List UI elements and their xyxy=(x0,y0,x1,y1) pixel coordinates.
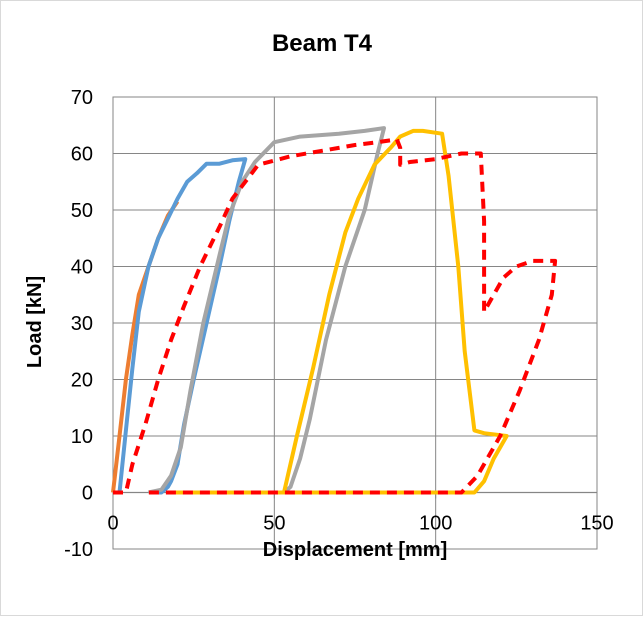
series-group xyxy=(111,126,558,495)
y-tick-label: 70 xyxy=(71,87,93,109)
chart-title: Beam T4 xyxy=(272,30,373,57)
y-tick-label: 10 xyxy=(71,426,93,448)
y-tick-label: 20 xyxy=(71,370,93,392)
x-axis-title: Displacement [mm] xyxy=(263,539,448,561)
x-tick-label: 0 xyxy=(107,513,118,535)
y-tick-label: 40 xyxy=(71,257,93,279)
y-tick-labels: -10 0 10 20 30 40 50 60 70 xyxy=(64,87,93,561)
series-line-3 xyxy=(148,126,386,495)
x-tick-labels: 0 50 100 150 xyxy=(107,513,613,535)
plot-area-border xyxy=(112,96,598,550)
x-tick-label: 100 xyxy=(419,513,452,535)
series-line-4 xyxy=(171,128,509,495)
y-axis-title: Load [kN] xyxy=(24,276,46,368)
y-tick-label: 60 xyxy=(71,144,93,166)
x-tick-label: 150 xyxy=(580,513,613,535)
y-tick-label: -10 xyxy=(64,539,93,561)
y-tick-label: 0 xyxy=(82,483,93,505)
series-line-5 xyxy=(113,137,558,495)
y-tick-label: 50 xyxy=(71,200,93,222)
gridlines xyxy=(112,96,598,550)
y-tick-label: 30 xyxy=(71,313,93,335)
x-tick-label: 50 xyxy=(263,513,285,535)
